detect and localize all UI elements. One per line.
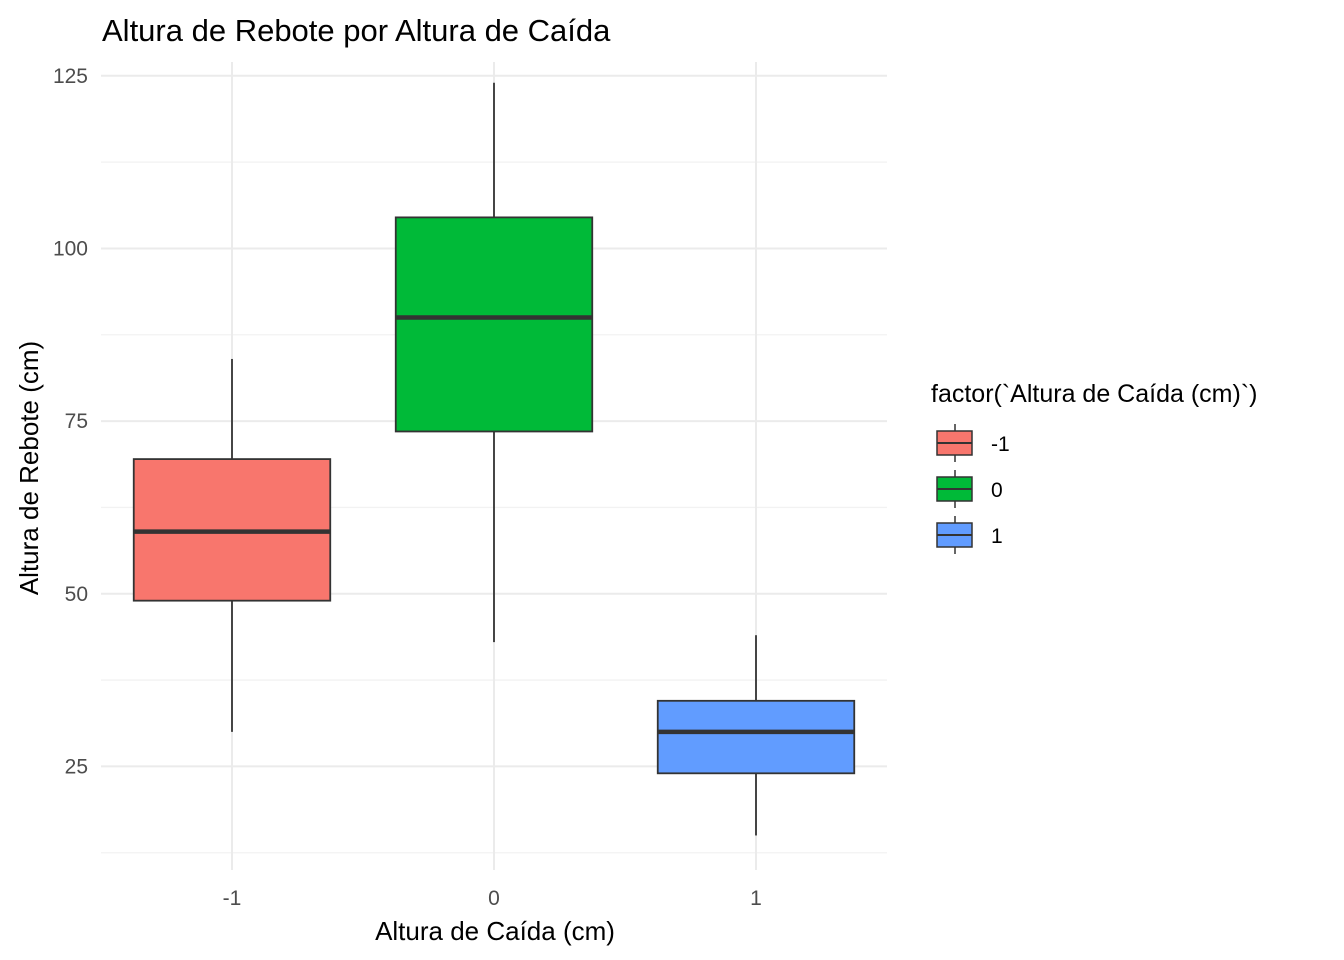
- y-tick-labels: 25 50 75 100 125: [53, 65, 88, 779]
- y-tick-label: 25: [65, 755, 88, 778]
- chart-title: Altura de Rebote por Altura de Caída: [102, 13, 611, 48]
- x-tick-label: 1: [750, 887, 762, 910]
- box-1: [656, 635, 856, 836]
- y-tick-label: 100: [53, 237, 88, 260]
- x-axis-title: Altura de Caída (cm): [375, 916, 615, 946]
- y-tick-label: 50: [65, 583, 88, 606]
- legend-label: 0: [991, 479, 1003, 502]
- legend-item--1: -1: [936, 424, 1010, 462]
- y-tick-label: 125: [53, 65, 88, 88]
- x-tick-label: -1: [223, 887, 242, 910]
- x-tick-labels: -1 0 1: [223, 887, 762, 910]
- box-body: [394, 216, 594, 433]
- y-axis-title: Altura de Rebote (cm): [14, 341, 44, 595]
- plot-boxes: [132, 82, 856, 836]
- box-body: [656, 699, 856, 775]
- legend-label: 1: [991, 525, 1003, 548]
- legend-item-1: 1: [936, 516, 1003, 554]
- box--1: [132, 358, 332, 732]
- legend-item-0: 0: [936, 470, 1003, 508]
- legend-title: factor(`Altura de Caída (cm)`): [931, 380, 1257, 408]
- y-tick-label: 75: [65, 410, 88, 433]
- box-0: [394, 82, 594, 643]
- x-tick-label: 0: [488, 887, 500, 910]
- legend: factor(`Altura de Caída (cm)`) -1 0 1: [931, 380, 1257, 554]
- legend-label: -1: [991, 433, 1010, 456]
